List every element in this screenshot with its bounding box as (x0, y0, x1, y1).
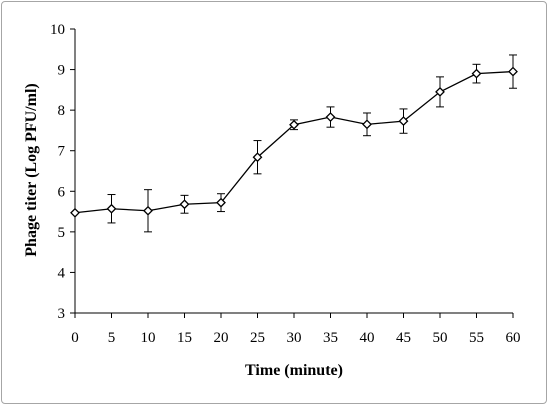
x-tick-label: 25 (250, 330, 265, 346)
x-tick-label: 10 (141, 330, 156, 346)
series-line (74, 70, 514, 214)
y-tick-label: 10 (50, 22, 65, 38)
y-axis-title: Phage titer (Log PFU/ml) (23, 83, 40, 256)
y-tick-label: 3 (58, 306, 66, 322)
data-point-marker (508, 66, 518, 77)
x-axis-ticks: 0 5 10 15 20 25 30 35 40 45 50 55 60 (71, 313, 521, 346)
data-point-marker (471, 68, 482, 79)
x-tick-label: 45 (396, 330, 411, 346)
y-tick-label: 8 (58, 103, 66, 119)
y-tick-label: 5 (58, 225, 66, 241)
data-point-marker (362, 119, 372, 130)
data-markers (70, 66, 518, 218)
data-point-marker (289, 119, 299, 130)
data-point-marker (143, 205, 153, 216)
x-tick-label: 5 (108, 330, 116, 346)
x-tick-label: 40 (360, 330, 375, 346)
data-point-marker (398, 116, 409, 127)
x-tick-label: 20 (214, 330, 229, 346)
error-bars (107, 54, 517, 233)
y-axis-ticks: 3 4 5 6 7 8 9 10 (50, 22, 75, 322)
data-point-marker (106, 203, 117, 214)
x-tick-label: 50 (433, 330, 448, 346)
axes (74, 29, 513, 314)
series-line-group (74, 70, 514, 214)
data-point-marker (252, 152, 263, 163)
x-tick-label: 15 (177, 330, 192, 346)
x-tick-label: 55 (469, 330, 484, 346)
data-point-marker (216, 197, 226, 208)
data-point-marker (435, 86, 445, 97)
y-tick-label: 4 (58, 265, 66, 281)
x-tick-label: 35 (323, 330, 338, 346)
data-point-marker (325, 112, 336, 122)
x-axis-title: Time (minute) (245, 362, 343, 379)
x-tick-label: 30 (287, 330, 302, 346)
y-tick-label: 7 (58, 144, 66, 160)
y-tick-label: 6 (58, 184, 66, 200)
x-tick-label: 60 (506, 330, 521, 346)
data-point-marker (179, 199, 190, 210)
x-tick-label: 0 (71, 330, 79, 346)
data-point-marker (70, 207, 80, 218)
y-tick-label: 9 (58, 63, 66, 79)
